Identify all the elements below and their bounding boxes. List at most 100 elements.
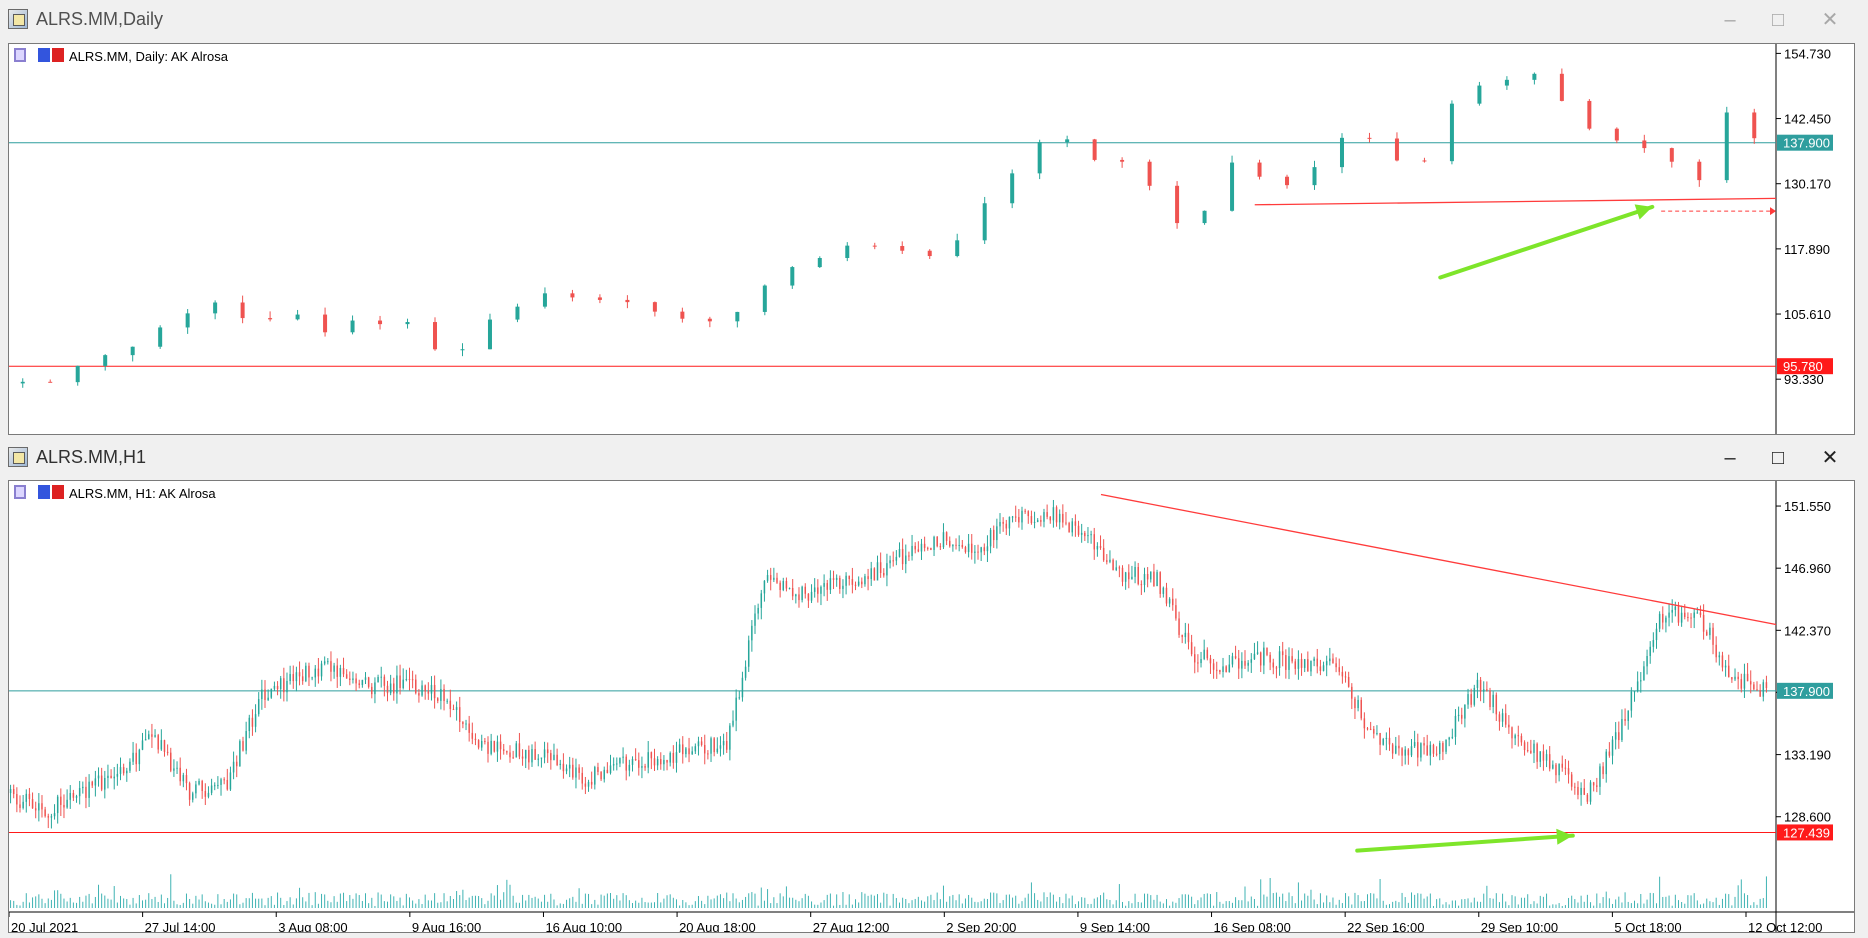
candle [201, 779, 203, 799]
candle [323, 307, 328, 337]
daily-chart-area[interactable]: ALRS.MM, Daily: AK Alrosa 154.730 142.450… [8, 43, 1855, 435]
candle [1363, 712, 1366, 739]
candle [889, 555, 891, 569]
candle [1385, 732, 1388, 751]
candle [1288, 647, 1290, 680]
candle [606, 762, 609, 774]
candle [1410, 739, 1413, 758]
data-window-icon[interactable] [14, 485, 26, 499]
candle [405, 318, 410, 329]
candle [1539, 751, 1542, 768]
candle [1734, 668, 1736, 682]
candle [955, 538, 957, 550]
candle [499, 734, 502, 760]
candle [691, 746, 693, 755]
candle [192, 791, 194, 803]
data-window-icon[interactable] [14, 48, 26, 62]
candle [1269, 652, 1271, 671]
price-tag-label: 137.900 [1783, 136, 1830, 151]
candle [842, 579, 844, 599]
candle [129, 758, 131, 773]
candle [1696, 607, 1699, 614]
candle [1740, 673, 1743, 693]
h1-chart-area[interactable]: ALRS.MM, H1: AK Alrosa 151.550 146.960 142… [8, 480, 1855, 933]
h1-window-titlebar[interactable]: ALRS.MM,H1 – □ ✕ [0, 438, 1868, 478]
candle [1156, 569, 1158, 587]
candle [1010, 169, 1015, 209]
candle [63, 794, 65, 819]
candle [1055, 505, 1058, 527]
candle [257, 692, 260, 717]
candle [744, 660, 747, 681]
candle [56, 794, 59, 824]
candle [1347, 671, 1350, 688]
candle [678, 738, 681, 753]
candle [1536, 742, 1538, 769]
candle [1552, 760, 1554, 770]
candle [1212, 658, 1215, 679]
minimize-button[interactable]: – [1724, 447, 1736, 469]
candle [707, 316, 712, 328]
candle [1134, 561, 1136, 584]
close-button[interactable]: ✕ [1821, 447, 1839, 469]
candle [949, 536, 951, 548]
candle [301, 669, 304, 685]
candle [1099, 535, 1102, 550]
maximize-button[interactable]: □ [1771, 447, 1785, 469]
candle [1112, 558, 1114, 571]
candle [713, 737, 715, 757]
candle [509, 745, 511, 763]
candle [1587, 99, 1592, 131]
h1-candlestick-chart[interactable]: 151.550146.960142.370137.790133.190128.6… [9, 481, 1854, 932]
candle [638, 752, 640, 776]
candle [1219, 669, 1221, 675]
candle [245, 721, 247, 755]
candle [295, 309, 300, 321]
minimize-button[interactable]: – [1724, 9, 1736, 31]
candle [1329, 647, 1331, 666]
candle [1376, 725, 1378, 736]
candle [1357, 695, 1359, 712]
daily-window-titlebar[interactable]: ALRS.MM,Daily – □ ✕ [0, 0, 1868, 40]
candle [22, 794, 24, 810]
candle [283, 667, 285, 702]
candle [41, 795, 43, 818]
candle [542, 287, 547, 309]
indicator-icon[interactable] [38, 48, 50, 62]
candle [502, 743, 505, 755]
candle [622, 747, 624, 764]
candle [1621, 709, 1623, 743]
candle [170, 747, 172, 773]
maximize-button[interactable]: □ [1771, 9, 1785, 31]
candle [656, 756, 659, 771]
x-tick-label: 27 Aug 12:00 [813, 920, 890, 932]
candle [641, 756, 643, 779]
candle [1077, 520, 1080, 537]
candle [1366, 727, 1369, 731]
candle [628, 759, 631, 777]
candle [1542, 744, 1545, 771]
trade-icon[interactable] [52, 485, 64, 499]
candle [182, 772, 185, 788]
candle [1646, 649, 1648, 675]
candle [820, 585, 822, 606]
candle [270, 688, 273, 699]
candle [1084, 530, 1086, 542]
candle [791, 579, 794, 601]
candle [870, 561, 872, 586]
candle [350, 315, 355, 335]
x-tick-label: 2 Sep 20:00 [946, 920, 1016, 932]
candle [484, 737, 486, 745]
candle [930, 547, 932, 551]
daily-candlestick-chart[interactable]: 154.730 142.450 130.170 117.890 105.610 93.33… [9, 44, 1854, 434]
trade-icon[interactable] [52, 48, 64, 62]
candle [1102, 539, 1105, 562]
close-button[interactable]: ✕ [1821, 9, 1839, 31]
candle [782, 577, 785, 592]
h1-window-title: ALRS.MM,H1 [36, 447, 147, 467]
candle [1228, 655, 1231, 673]
candle [20, 378, 25, 388]
candle [1033, 511, 1036, 529]
indicator-icon[interactable] [38, 485, 50, 499]
candle [185, 768, 188, 791]
